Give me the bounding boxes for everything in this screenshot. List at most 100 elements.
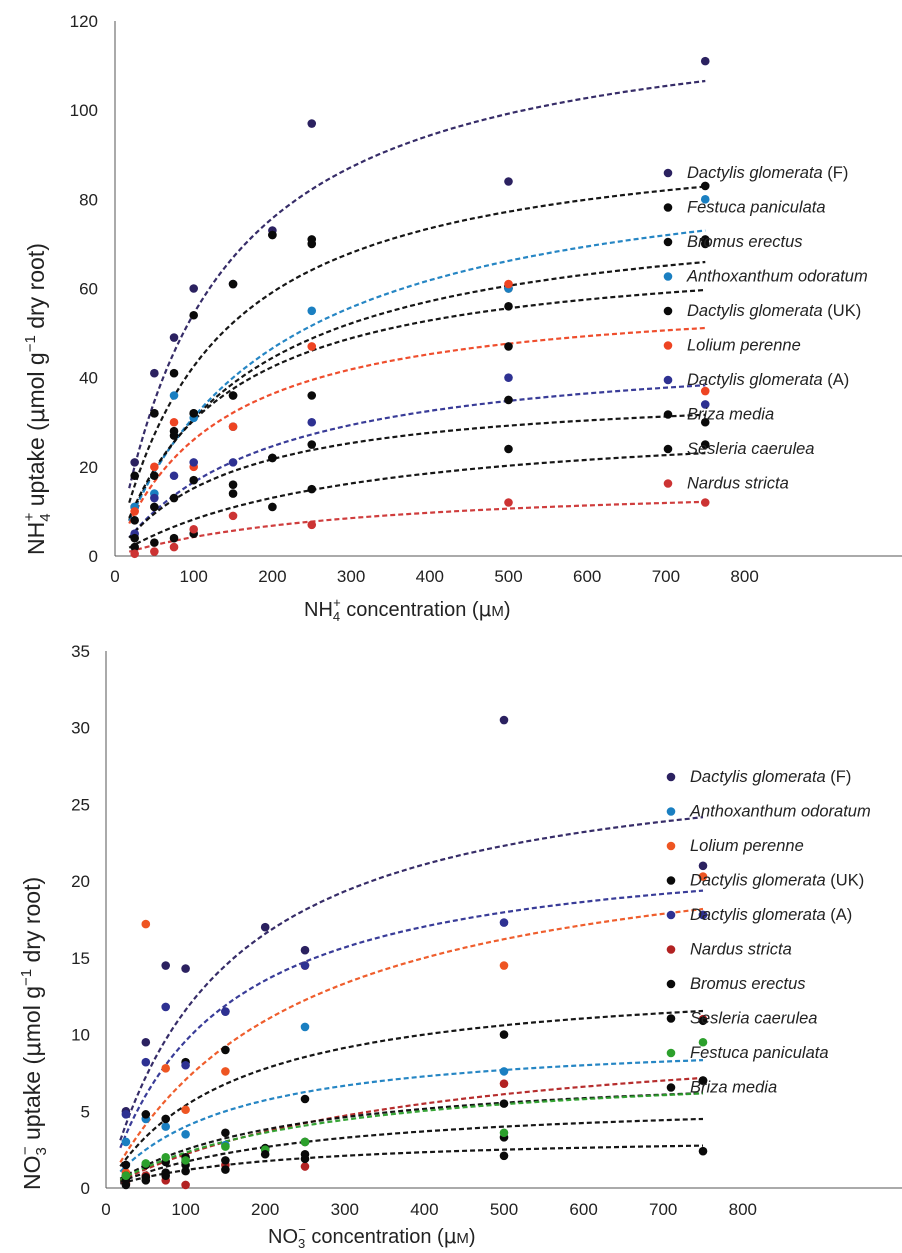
legend-marker	[663, 203, 673, 212]
data-point	[228, 511, 238, 521]
legend-item: Briza media	[666, 1079, 777, 1097]
legend-item: Bromus erectus	[663, 233, 803, 251]
data-point	[228, 391, 238, 400]
y-tick-label: 40	[79, 369, 98, 388]
data-point	[181, 1166, 190, 1176]
data-point	[300, 1022, 310, 1032]
data-point	[300, 1137, 310, 1147]
data-point	[161, 1153, 170, 1162]
data-point	[150, 547, 159, 556]
no3-uptake-chart: 0 100 200 300 400 500 600 700 80005101520253035 …	[17, 642, 902, 1251]
legend-marker	[666, 1083, 676, 1092]
data-point	[300, 961, 310, 970]
legend-item: Briza media	[663, 406, 774, 424]
fit-curve	[119, 1009, 704, 1167]
data-point	[141, 1159, 151, 1168]
data-point	[161, 961, 170, 970]
data-point	[150, 538, 159, 547]
legend-item: Lolium perenne	[666, 837, 804, 855]
legend-marker	[666, 807, 676, 816]
data-point	[700, 181, 710, 191]
x-tick-label: 0	[101, 1200, 110, 1219]
legend-marker	[663, 168, 673, 178]
data-point	[189, 284, 198, 293]
legend-marker	[663, 341, 673, 350]
data-point	[121, 1171, 131, 1181]
data-point	[228, 458, 238, 467]
legend-item: Festuca paniculata	[663, 199, 826, 217]
data-point	[169, 493, 179, 503]
data-point	[228, 422, 238, 432]
data-point	[189, 524, 198, 534]
y-tick-label: 0	[89, 547, 98, 566]
data-point	[181, 1060, 190, 1070]
data-point	[141, 1176, 151, 1185]
data-point	[700, 56, 710, 66]
data-point	[504, 177, 513, 186]
y-tick-label: 60	[79, 280, 98, 299]
legend: Dactylis glomerata (F) Festuca paniculata…	[663, 164, 868, 493]
x-tick-label: 300	[337, 567, 365, 586]
y-tick-label: 100	[70, 101, 98, 120]
fit-curve	[119, 1144, 704, 1185]
svg-text:NH4+ concentration (μM): NH4+ concentration (μM)	[304, 595, 510, 624]
fit-curve	[128, 500, 706, 553]
legend-marker	[663, 272, 673, 281]
legend-label: Bromus erectus	[690, 975, 806, 993]
data-point	[150, 462, 159, 472]
legend-marker	[666, 876, 676, 885]
data-point	[307, 342, 317, 351]
data-point	[121, 1137, 131, 1147]
data-point	[189, 310, 198, 320]
fit-curve	[119, 1076, 704, 1182]
data-point	[700, 239, 710, 249]
data-point	[499, 1067, 509, 1076]
data-point	[169, 542, 179, 552]
fit-curve	[128, 452, 706, 549]
x-tick-label: 500	[494, 567, 522, 586]
legend-item: Anthoxanthum odoratum	[663, 268, 868, 286]
data-point	[221, 1156, 230, 1165]
legend-label: Briza media	[687, 406, 774, 424]
fit-curve	[128, 384, 706, 539]
y-axis-title: NH4+ uptake (μmol g−1 dry root)	[21, 243, 54, 555]
data-point	[698, 1146, 708, 1156]
legend-label: Dactylis glomerata (UK)	[687, 302, 861, 320]
legend-label: Sesleria caerulea	[690, 1010, 818, 1028]
data-point	[121, 1180, 131, 1190]
y-tick-label: 35	[71, 642, 90, 661]
legend-item: Sesleria caerulea	[663, 440, 815, 458]
data-point	[141, 919, 151, 929]
data-point	[504, 342, 513, 351]
legend-label: Nardus stricta	[690, 941, 792, 959]
legend-label: Festuca paniculata	[687, 199, 826, 217]
x-tick-label: 400	[416, 567, 444, 586]
x-tick-label: 800	[729, 1200, 757, 1219]
data-point	[169, 417, 179, 427]
fit-curve	[128, 288, 706, 519]
data-point	[228, 489, 238, 498]
fit-curve	[128, 413, 706, 539]
x-tick-label: 700	[649, 1200, 677, 1219]
legend-label: Sesleria caerulea	[687, 440, 815, 458]
legend-label: Nardus stricta	[687, 475, 789, 493]
legend-item: Nardus stricta	[666, 941, 792, 959]
x-tick-label: 0	[110, 567, 119, 586]
data-point	[307, 417, 317, 427]
data-point	[181, 964, 190, 973]
data-point	[300, 945, 310, 955]
data-point	[698, 1037, 708, 1047]
legend-item: Dactylis glomerata (UK)	[663, 302, 861, 320]
y-tick-label: 10	[71, 1026, 90, 1045]
data-point	[700, 386, 710, 396]
x-tick-label: 800	[730, 567, 758, 586]
data-point	[130, 533, 139, 543]
data-point	[150, 471, 159, 481]
data-point	[504, 395, 513, 405]
data-point	[698, 910, 708, 920]
y-tick-label: 25	[71, 795, 90, 814]
y-tick-label: 120	[70, 12, 98, 31]
y-axis-title: NO3− uptake (μmol g−1 dry root)	[17, 877, 50, 1190]
data-point	[260, 1149, 270, 1159]
data-point	[228, 480, 238, 489]
